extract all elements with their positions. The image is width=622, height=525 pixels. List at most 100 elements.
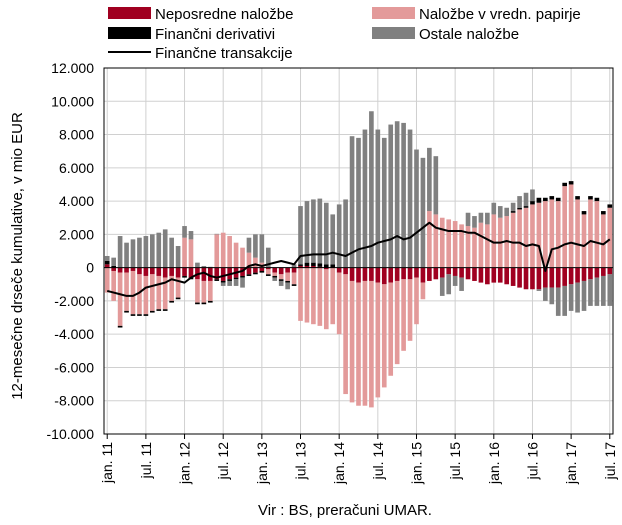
bar-other	[227, 280, 232, 286]
bar-derivatives	[124, 310, 129, 313]
bar-other	[220, 282, 226, 286]
bar-other	[201, 265, 207, 268]
bar-direct	[588, 267, 593, 280]
bar-portfolio	[536, 202, 542, 268]
plot-frame	[103, 67, 614, 435]
bar-portfolio	[188, 239, 194, 268]
bar-direct	[420, 267, 426, 283]
bar-other	[362, 129, 368, 268]
bar-portfolio	[272, 272, 278, 276]
bar-direct	[401, 267, 406, 280]
bar-other	[491, 202, 497, 215]
bar-direct	[607, 267, 613, 275]
bar-direct	[568, 267, 574, 285]
bar-direct	[175, 267, 181, 278]
y-tick-label: 8.000	[59, 127, 94, 143]
bar-direct	[381, 267, 387, 285]
bar-direct	[162, 267, 168, 278]
legend-swatch-portfolio	[372, 7, 415, 19]
bar-direct	[130, 267, 136, 271]
bar-derivatives	[130, 314, 136, 316]
bar-derivatives	[272, 275, 278, 278]
legend: Neposredne naložbe Naložbe v vredn. papir…	[108, 6, 581, 62]
bar-other	[182, 226, 187, 238]
bar-portfolio	[530, 204, 535, 268]
bar-direct	[575, 267, 580, 283]
bar-portfolio	[162, 277, 168, 310]
bar-derivatives	[543, 197, 548, 202]
bar-portfolio	[265, 269, 271, 275]
bar-other	[162, 229, 168, 268]
bar-other	[555, 287, 561, 316]
bar-direct	[291, 267, 297, 273]
bar-direct	[137, 267, 142, 275]
bar-derivatives	[233, 277, 239, 280]
bar-other	[517, 196, 522, 208]
bar-portfolio	[253, 257, 258, 268]
bar-portfolio	[588, 199, 593, 268]
bar-other	[504, 207, 510, 217]
bar-direct	[510, 267, 516, 286]
bar-portfolio	[510, 212, 516, 268]
bar-other	[433, 156, 439, 215]
x-tick-label: jul. 11	[138, 442, 154, 480]
bar-direct	[188, 267, 194, 278]
bar-other	[311, 199, 316, 263]
bar-other	[343, 199, 348, 268]
bar-portfolio	[336, 272, 342, 335]
bar-other	[485, 212, 490, 225]
bar-other	[259, 234, 265, 263]
bar-portfolio	[555, 201, 561, 268]
x-tick-label: jan. 12	[177, 442, 193, 485]
bar-other	[375, 129, 381, 268]
bar-portfolio	[291, 272, 297, 285]
bar-portfolio	[581, 214, 587, 268]
bar-direct	[555, 267, 561, 288]
bar-direct	[472, 267, 477, 281]
bar-other	[459, 277, 464, 291]
bar-other	[233, 279, 239, 286]
bar-other	[407, 129, 413, 268]
bar-direct	[272, 267, 278, 273]
bar-portfolio	[568, 184, 574, 268]
bar-direct	[156, 267, 162, 276]
y-tick-label: -8.000	[54, 393, 94, 409]
bar-derivatives	[169, 300, 174, 303]
bar-portfolio	[407, 279, 413, 341]
bar-derivatives	[104, 260, 110, 265]
bar-other	[472, 216, 477, 228]
bar-portfolio	[485, 224, 490, 268]
legend-swatch-derivatives	[108, 27, 151, 39]
bar-portfolio	[220, 232, 226, 268]
bar-portfolio	[214, 234, 220, 268]
bar-portfolio	[207, 280, 213, 301]
bar-derivatives	[298, 264, 303, 266]
bar-direct	[285, 267, 290, 273]
bar-direct	[207, 267, 213, 281]
bar-direct	[433, 267, 439, 280]
bar-portfolio	[130, 270, 136, 315]
bar-other	[317, 198, 323, 264]
bar-derivatives	[259, 270, 265, 273]
x-axis-ticks: jan. 11 jul. 11 jan. 12 jul. 12 jan. 13 jul. …	[99, 434, 618, 485]
bar-other	[446, 274, 452, 295]
bar-direct	[394, 267, 400, 281]
x-tick-label: jan. 14	[331, 442, 347, 485]
bar-other	[381, 137, 387, 268]
y-axis-ticks: 12.000 10.000 8.000 6.000 4.000 2.000 0 -2.000 -…	[47, 60, 95, 442]
bar-portfolio	[343, 274, 348, 395]
bar-portfolio	[175, 277, 181, 298]
x-tick-label: jul. 14	[370, 442, 386, 481]
bar-other	[130, 239, 136, 268]
bar-direct	[452, 267, 458, 276]
bar-direct	[362, 267, 368, 281]
bar-other	[330, 214, 336, 265]
bar-portfolio	[459, 224, 464, 268]
bar-other	[137, 237, 142, 268]
bar-direct	[104, 264, 110, 268]
bar-direct	[414, 267, 419, 278]
bar-direct	[491, 267, 497, 283]
bar-direct	[369, 267, 374, 281]
bar-derivatives	[285, 280, 290, 283]
